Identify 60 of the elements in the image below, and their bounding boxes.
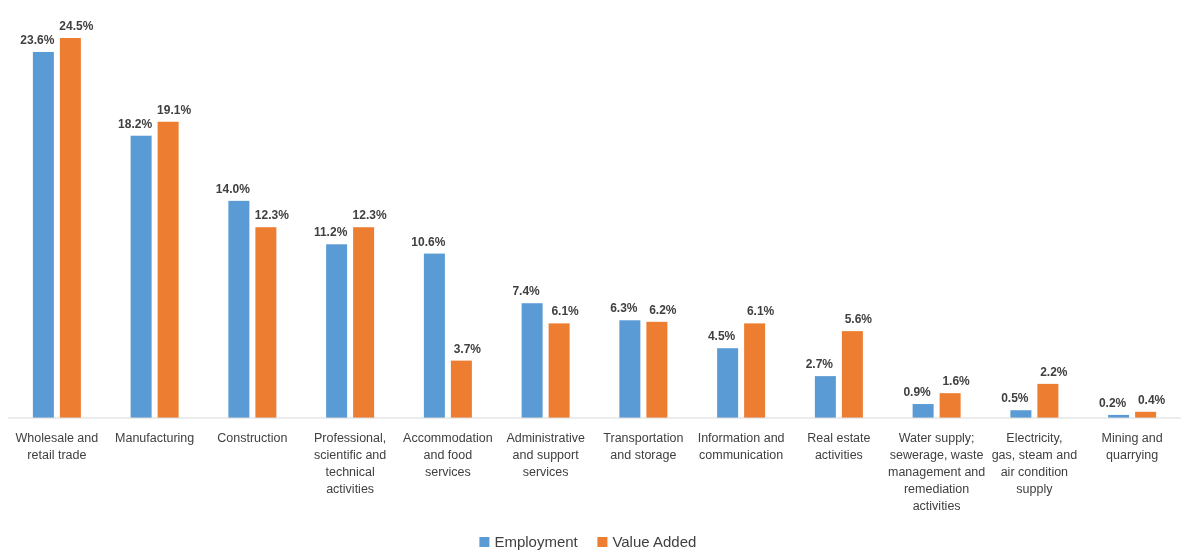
legend-label: Employment — [494, 533, 579, 550]
x-tick-label: Electricity, gas, steam and air condition supply — [991, 431, 1078, 496]
x-tick-label: Administrative and support services — [506, 431, 585, 479]
data-label: 7.4% — [512, 284, 541, 299]
data-label: 6.2% — [649, 302, 677, 317]
bar — [521, 303, 543, 418]
bar — [423, 253, 445, 418]
data-label: 6.1% — [551, 304, 580, 319]
bar — [353, 227, 375, 418]
data-label: 6.1% — [746, 304, 775, 319]
data-label: 4.5% — [707, 329, 736, 344]
bar — [228, 200, 250, 418]
bar — [326, 244, 348, 418]
data-label: 5.6% — [844, 312, 873, 327]
data-label: 3.7% — [453, 341, 482, 356]
x-tick-label: Information and communication — [697, 431, 785, 462]
x-tick-label: Professional, scientific and technical activities — [313, 431, 387, 496]
bar — [744, 323, 766, 418]
data-label: 0.5% — [1001, 391, 1029, 406]
x-tick-label: Transportation and storage — [603, 431, 684, 462]
data-label: 24.5% — [59, 19, 94, 33]
data-label: 12.3% — [254, 208, 290, 223]
x-tick-label: Construction — [217, 431, 288, 445]
data-label: 18.2% — [118, 116, 153, 131]
bar — [450, 360, 472, 418]
bar — [130, 135, 152, 418]
data-label: 12.3% — [352, 208, 387, 223]
x-tick-label: Mining and quarrying — [1101, 431, 1163, 462]
bar — [939, 393, 961, 418]
bar — [912, 404, 934, 418]
bar — [59, 38, 81, 418]
x-tick-label: Wholesale and retail trade — [15, 431, 99, 462]
bar — [157, 121, 179, 418]
data-label: 10.6% — [411, 234, 446, 249]
bar — [32, 51, 54, 418]
data-label: 0.2% — [1098, 395, 1127, 410]
bar — [1010, 410, 1032, 418]
x-tick-label: Real estate activities — [807, 431, 871, 462]
bar — [619, 320, 641, 418]
data-label: 14.0% — [215, 181, 251, 196]
data-label: 23.6% — [20, 32, 55, 47]
data-label: 11.2% — [313, 225, 348, 240]
bar — [814, 376, 836, 418]
x-tick-label: Accommodation and food services — [403, 431, 493, 479]
bar — [1037, 383, 1059, 418]
x-tick-label: Water supply; sewerage, waste management and remediation activities — [887, 431, 986, 513]
x-tick-label: Manufacturing — [115, 431, 195, 445]
data-label: 6.3% — [610, 301, 638, 316]
data-label: 1.6% — [942, 374, 971, 389]
data-label: 0.9% — [903, 385, 932, 400]
bar — [646, 321, 668, 418]
legend-label: Value Added — [612, 533, 697, 550]
bar — [841, 331, 863, 418]
data-label: 19.1% — [157, 102, 192, 117]
data-label: 2.2% — [1040, 364, 1068, 379]
data-label: 2.7% — [805, 357, 834, 372]
bar — [255, 227, 277, 418]
bar — [717, 348, 739, 418]
bar — [548, 323, 570, 418]
data-label: 0.4% — [1137, 392, 1166, 407]
